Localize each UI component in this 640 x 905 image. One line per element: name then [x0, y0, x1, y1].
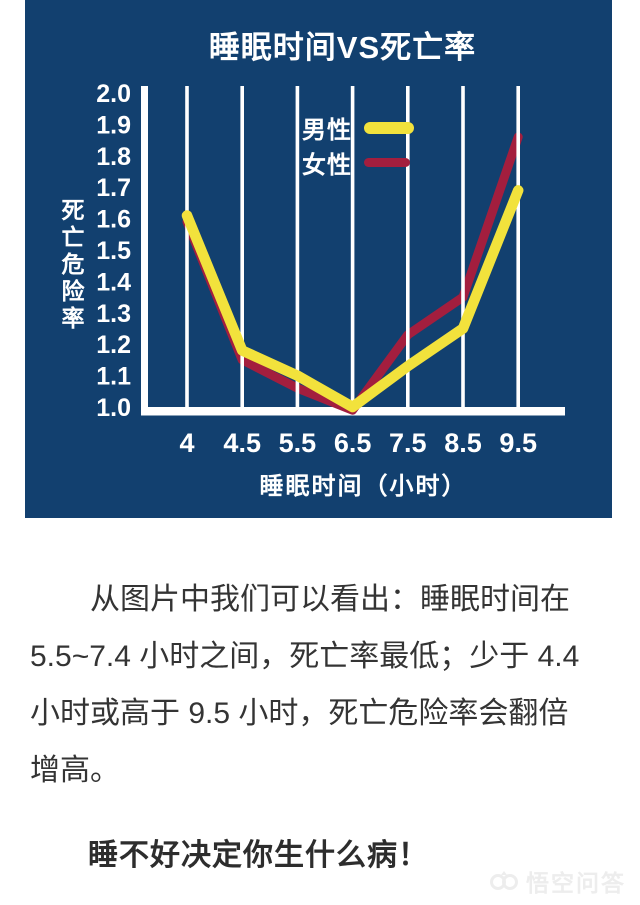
y-tick-label: 1.4	[96, 268, 131, 296]
y-axis-line	[141, 86, 148, 415]
legend-swatch-female-icon	[364, 158, 410, 167]
y-axis-title: 死亡危险率	[58, 198, 84, 333]
x-tick-label: 5.5	[279, 428, 317, 458]
legend-label-female: 女性	[302, 152, 352, 179]
y-tick-label: 1.2	[96, 331, 131, 359]
wukong-logo-icon	[490, 871, 518, 890]
x-tick-label: 7.5	[389, 428, 427, 458]
watermark-text: 悟空问答	[526, 870, 626, 896]
y-tick-label: 1.3	[96, 300, 131, 328]
x-axis-title: 睡眠时间（小时）	[259, 473, 468, 500]
gridline	[350, 86, 355, 407]
gridline	[240, 86, 244, 407]
y-tick-label: 1.6	[96, 206, 131, 234]
x-tick-label: 4.5	[223, 428, 261, 458]
gridline	[185, 86, 189, 407]
y-tick-label: 1.8	[96, 143, 131, 171]
gridline	[406, 86, 410, 407]
article-heading: 睡不好决定你生什么病！	[88, 839, 429, 872]
series-line-男性	[181, 185, 524, 413]
x-tick-label: 4	[179, 428, 194, 458]
y-tick-label: 1.9	[96, 111, 131, 139]
x-tick-label: 8.5	[444, 428, 482, 458]
legend-item-male: 男性	[302, 110, 414, 145]
chart-title: 睡眠时间VS死亡率	[208, 30, 477, 65]
legend-swatch-male-icon	[364, 121, 414, 134]
article-paragraph: 从图片中我们可以看出：睡眠时间在 5.5~7.4 小时之间，死亡率最低；少于 4…	[30, 583, 580, 787]
chart-legend: 男性 女性	[302, 110, 414, 180]
y-tick-label: 1.7	[96, 174, 131, 202]
gridline	[295, 86, 300, 407]
y-tick-label: 1.0	[96, 394, 131, 422]
y-tick-label: 1.5	[96, 237, 131, 265]
gridline	[461, 86, 465, 407]
y-tick-label: 2.0	[96, 80, 131, 108]
y-tick-label: 1.1	[96, 363, 131, 391]
watermark: 悟空问答	[489, 864, 626, 898]
legend-item-female: 女性	[302, 145, 414, 180]
chart-panel: 2.0 1.9 1.8 1.7 1.6 1.5 1.4 1.3 1.2 1.1 1.0 4 4.5 5.5…	[25, 0, 612, 518]
gridline	[516, 86, 520, 407]
x-tick-label: 9.5	[499, 428, 537, 458]
x-tick-label: 6.5	[334, 428, 372, 458]
sleep-mortality-chart: 2.0 1.9 1.8 1.7 1.6 1.5 1.4 1.3 1.2 1.1 1.0 4 4.5 5.5…	[96, 80, 565, 458]
legend-label-male: 男性	[302, 117, 352, 144]
